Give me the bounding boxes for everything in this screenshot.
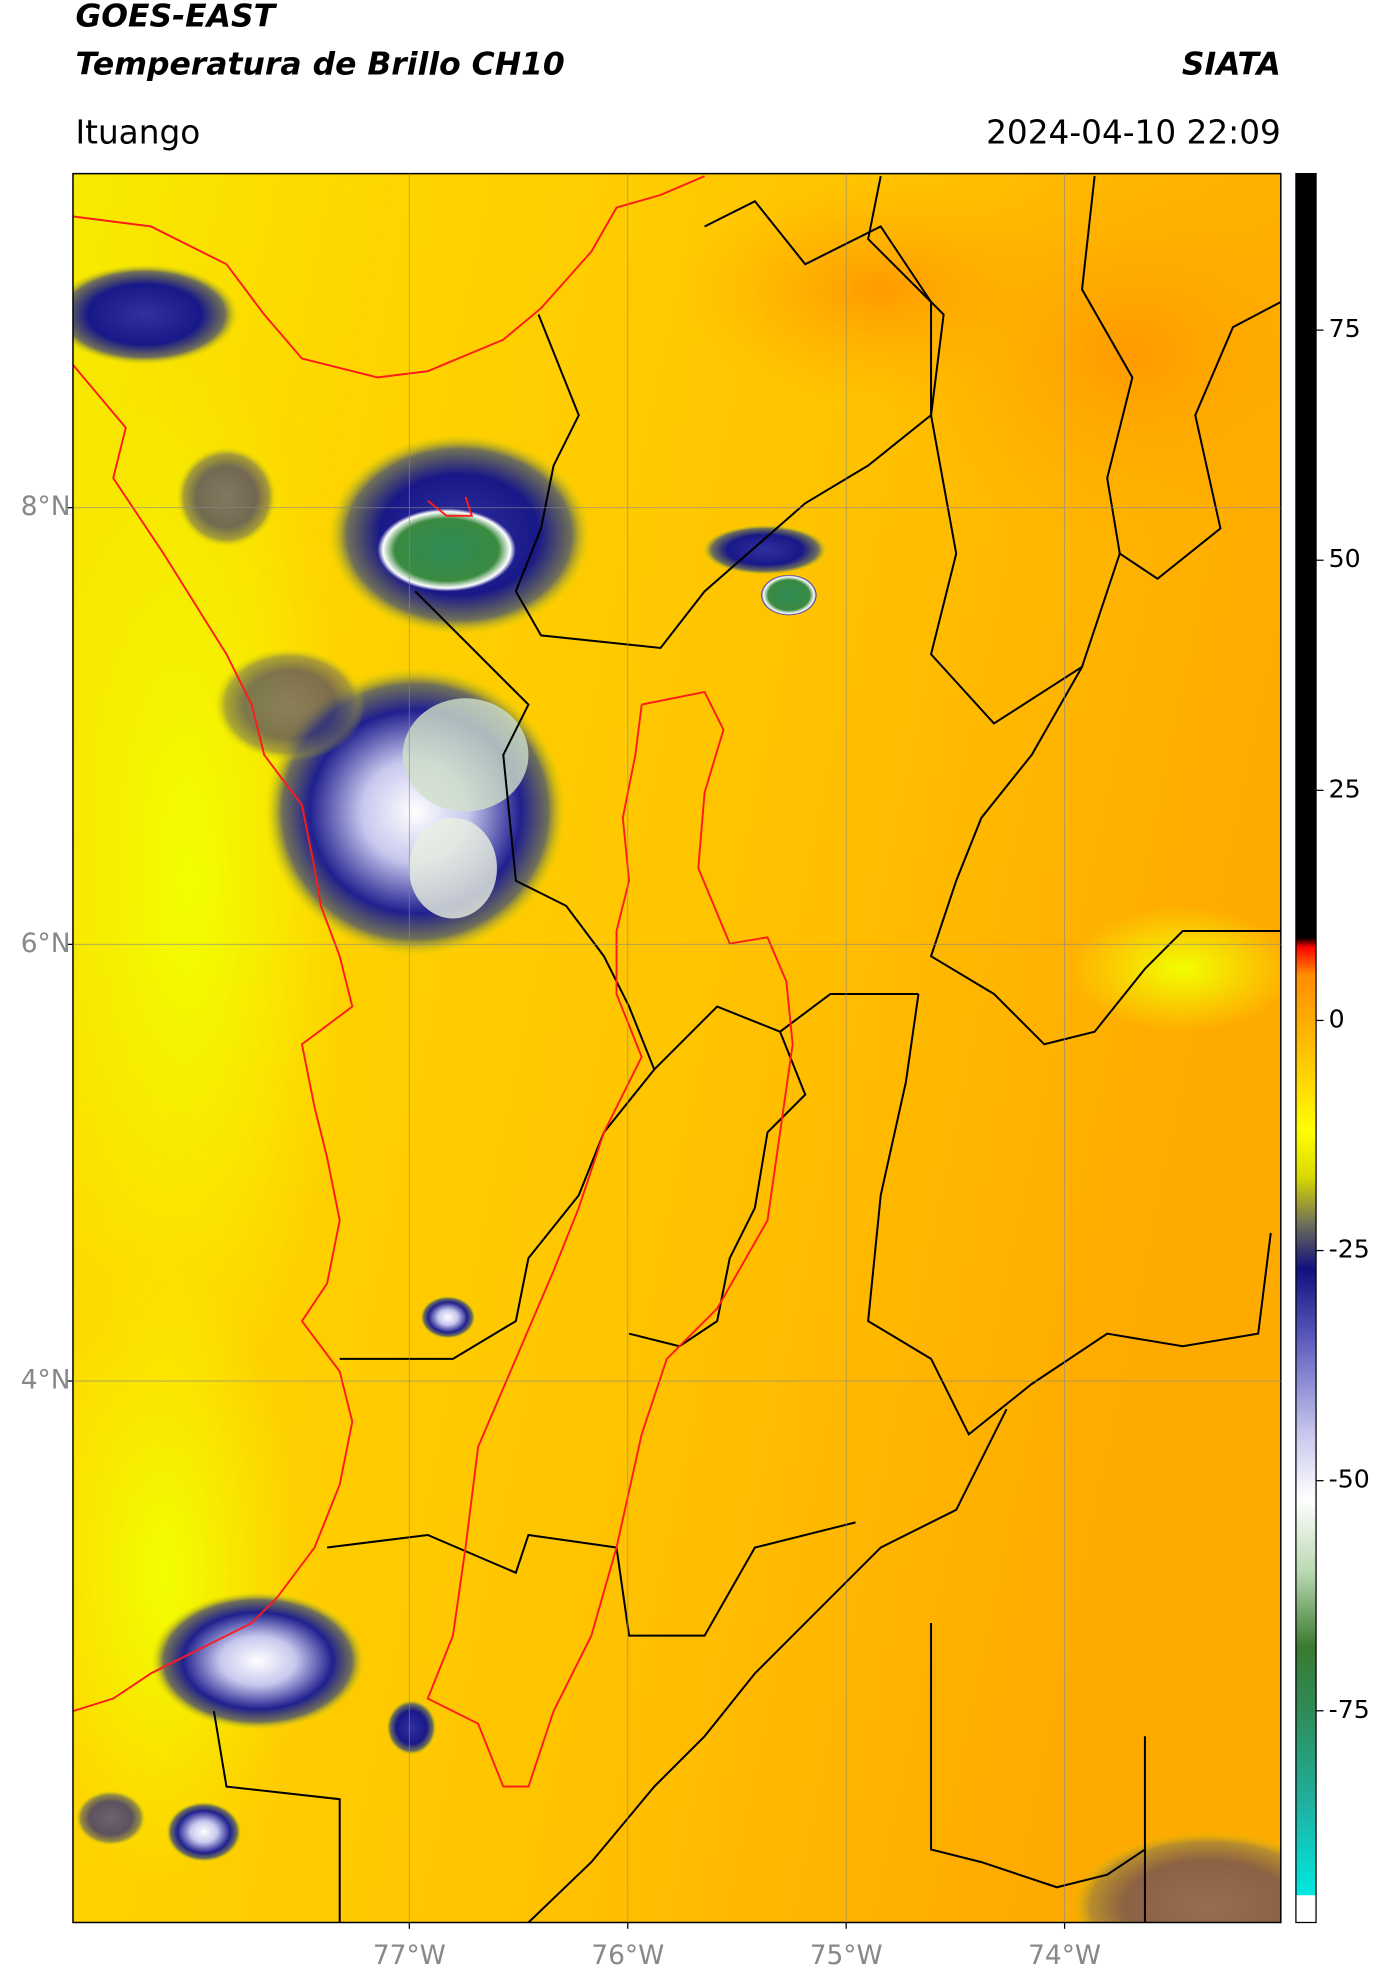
colorbar-segment xyxy=(1295,1572,1317,1647)
map-imagery xyxy=(72,173,1281,1923)
colorbar-segment xyxy=(1295,1176,1317,1224)
coastline xyxy=(72,175,794,1788)
colorbar-segment xyxy=(1295,1646,1317,1712)
coast xyxy=(72,364,354,1713)
colorbar-segment xyxy=(1295,1499,1317,1574)
coast xyxy=(427,496,474,517)
cloud xyxy=(386,1699,437,1756)
cloud xyxy=(166,1801,242,1863)
colorbar-tick-label: 25 xyxy=(1329,774,1361,803)
colorbar-segment xyxy=(1295,1342,1317,1436)
border xyxy=(212,1710,341,1923)
cloud xyxy=(75,1790,146,1846)
x-tick-label: 74°W xyxy=(1028,1940,1101,1971)
map-frame xyxy=(72,172,1282,1924)
colorbar-segment xyxy=(1295,1894,1317,1923)
colorbar-segment xyxy=(1295,937,1317,948)
x-tick-label: 77°W xyxy=(373,1940,446,1971)
colorbar-tick-label: 0 xyxy=(1329,1004,1345,1033)
border xyxy=(527,1408,1008,1923)
cloud xyxy=(1069,1830,1281,1923)
cloud xyxy=(150,1591,365,1730)
x-tick-label: 76°W xyxy=(591,1940,664,1971)
colorbar-tick-label: 50 xyxy=(1329,544,1361,573)
haze xyxy=(1069,905,1281,1032)
y-tick-label: 4°N xyxy=(21,1365,71,1396)
haze xyxy=(72,352,353,1409)
colorbar-segment xyxy=(1295,946,1317,975)
colorbar-segment xyxy=(1295,1066,1317,1132)
grid: 77°W 76°W 75°W 74°W 8°N 6°N 4°N xyxy=(21,173,1281,1971)
border xyxy=(867,175,1134,725)
colorbar: 75 50 25 0 -25 -50 -75 xyxy=(1295,173,1370,1923)
colorbar-tick-label: -50 xyxy=(1329,1465,1370,1494)
x-tick-label: 75°W xyxy=(810,1940,883,1971)
cloud-core xyxy=(402,698,529,812)
colorbar-segment xyxy=(1295,974,1317,1067)
border xyxy=(930,1623,1146,1889)
colorbar-segment xyxy=(1295,1802,1317,1896)
cloud xyxy=(213,647,365,762)
cloud xyxy=(72,264,240,365)
y-tick-label: 8°N xyxy=(21,491,71,522)
colorbar-segment xyxy=(1295,1434,1317,1500)
haze xyxy=(72,1258,302,1888)
cloud-core xyxy=(377,508,516,592)
colorbar-segment xyxy=(1295,1130,1317,1178)
coast xyxy=(72,175,705,379)
cloud-core xyxy=(761,574,817,616)
border xyxy=(514,200,933,650)
colorbar-segment xyxy=(1295,173,1317,938)
colorbar-tick-label: 75 xyxy=(1329,314,1361,343)
colorbar-segment xyxy=(1295,1222,1317,1270)
colorbar-tick-label: -75 xyxy=(1329,1695,1370,1724)
cloud-core xyxy=(408,817,497,919)
title: GOES-EAST xyxy=(75,0,277,35)
location: Ituango xyxy=(75,114,200,152)
colorbar-segment xyxy=(1295,1710,1317,1804)
cloud xyxy=(420,1295,476,1339)
y-tick-label: 6°N xyxy=(21,928,71,959)
border xyxy=(867,993,1272,1436)
dept-border xyxy=(426,690,794,1788)
haze xyxy=(679,176,1083,403)
border xyxy=(1119,301,1281,581)
colorbar-frame xyxy=(1295,172,1317,1924)
border xyxy=(929,666,1281,1046)
datetime: 2024-04-10 22:09 xyxy=(986,114,1281,152)
border xyxy=(628,1031,807,1348)
cloud xyxy=(176,446,277,548)
colorbar-segment xyxy=(1295,1268,1317,1343)
subtitle: Temperatura de Brillo CH10 xyxy=(75,46,564,82)
cloud xyxy=(702,524,828,575)
source: SIATA xyxy=(1182,46,1281,82)
colorbar-tick-label: -25 xyxy=(1329,1235,1370,1264)
